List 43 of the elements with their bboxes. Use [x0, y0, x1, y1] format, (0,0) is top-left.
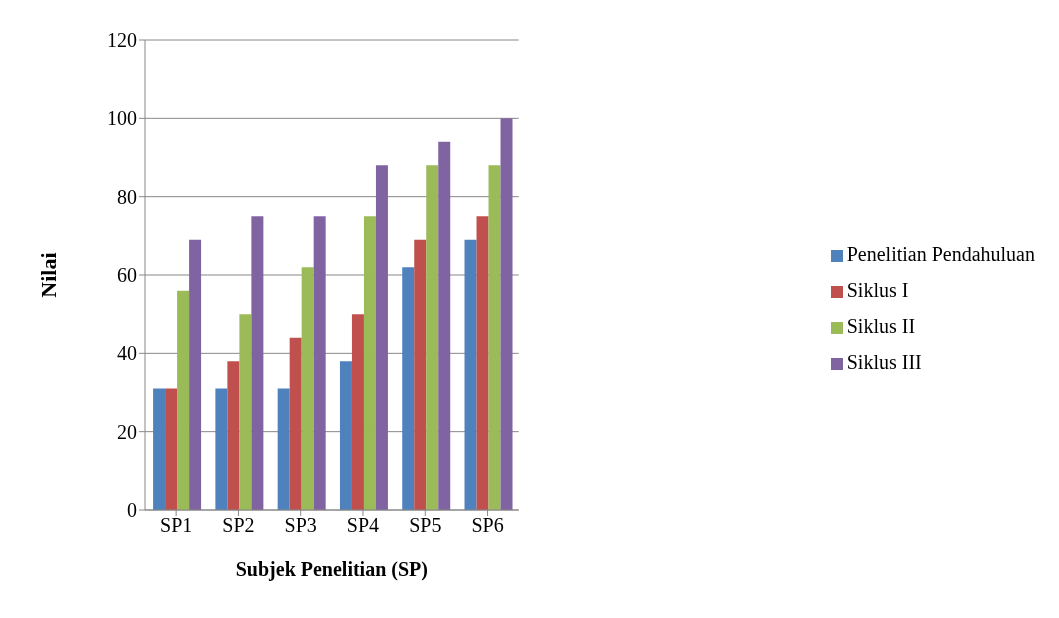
bar	[153, 388, 166, 510]
y-axis-title: Nilai	[35, 252, 61, 298]
y-tick-label: 60	[117, 264, 137, 287]
bar	[426, 165, 439, 510]
bar	[402, 267, 415, 510]
legend-label: Penelitian Pendahuluan	[846, 243, 1035, 265]
bar	[165, 388, 178, 510]
y-tick-label: 0	[127, 499, 137, 522]
x-tick-label: SP1	[160, 514, 193, 537]
bar	[464, 239, 477, 510]
bar	[488, 165, 501, 510]
x-tick-label: SP2	[222, 514, 255, 537]
bar	[277, 388, 290, 510]
bar	[189, 239, 202, 510]
bar	[363, 216, 376, 510]
x-tick-label: SP5	[409, 514, 442, 537]
bar	[301, 267, 314, 510]
y-tick-label: 120	[107, 29, 137, 52]
bar	[251, 216, 264, 510]
bar	[313, 216, 326, 510]
bar	[215, 388, 228, 510]
bar	[351, 314, 364, 510]
bar	[227, 361, 240, 510]
bar	[177, 290, 190, 510]
bar	[414, 239, 427, 510]
legend-label: Siklus II	[846, 315, 916, 337]
x-tick-label: SP3	[284, 514, 317, 537]
legend-label: Siklus I	[846, 279, 909, 301]
y-tick-label: 20	[117, 420, 137, 443]
bar	[476, 216, 489, 510]
bar	[339, 361, 352, 510]
bar	[375, 165, 388, 510]
bar	[289, 337, 302, 510]
legend-label: Siklus III	[846, 351, 922, 373]
y-tick-label: 100	[107, 107, 137, 130]
y-tick-label: 80	[117, 185, 137, 208]
bar	[239, 314, 252, 510]
x-tick-label: SP4	[346, 514, 380, 537]
bar	[438, 141, 451, 510]
bar	[500, 118, 513, 510]
x-tick-label: SP6	[471, 514, 504, 537]
x-axis-title: Subjek Penelitian (SP)	[235, 558, 428, 581]
y-tick-label: 40	[117, 342, 137, 365]
